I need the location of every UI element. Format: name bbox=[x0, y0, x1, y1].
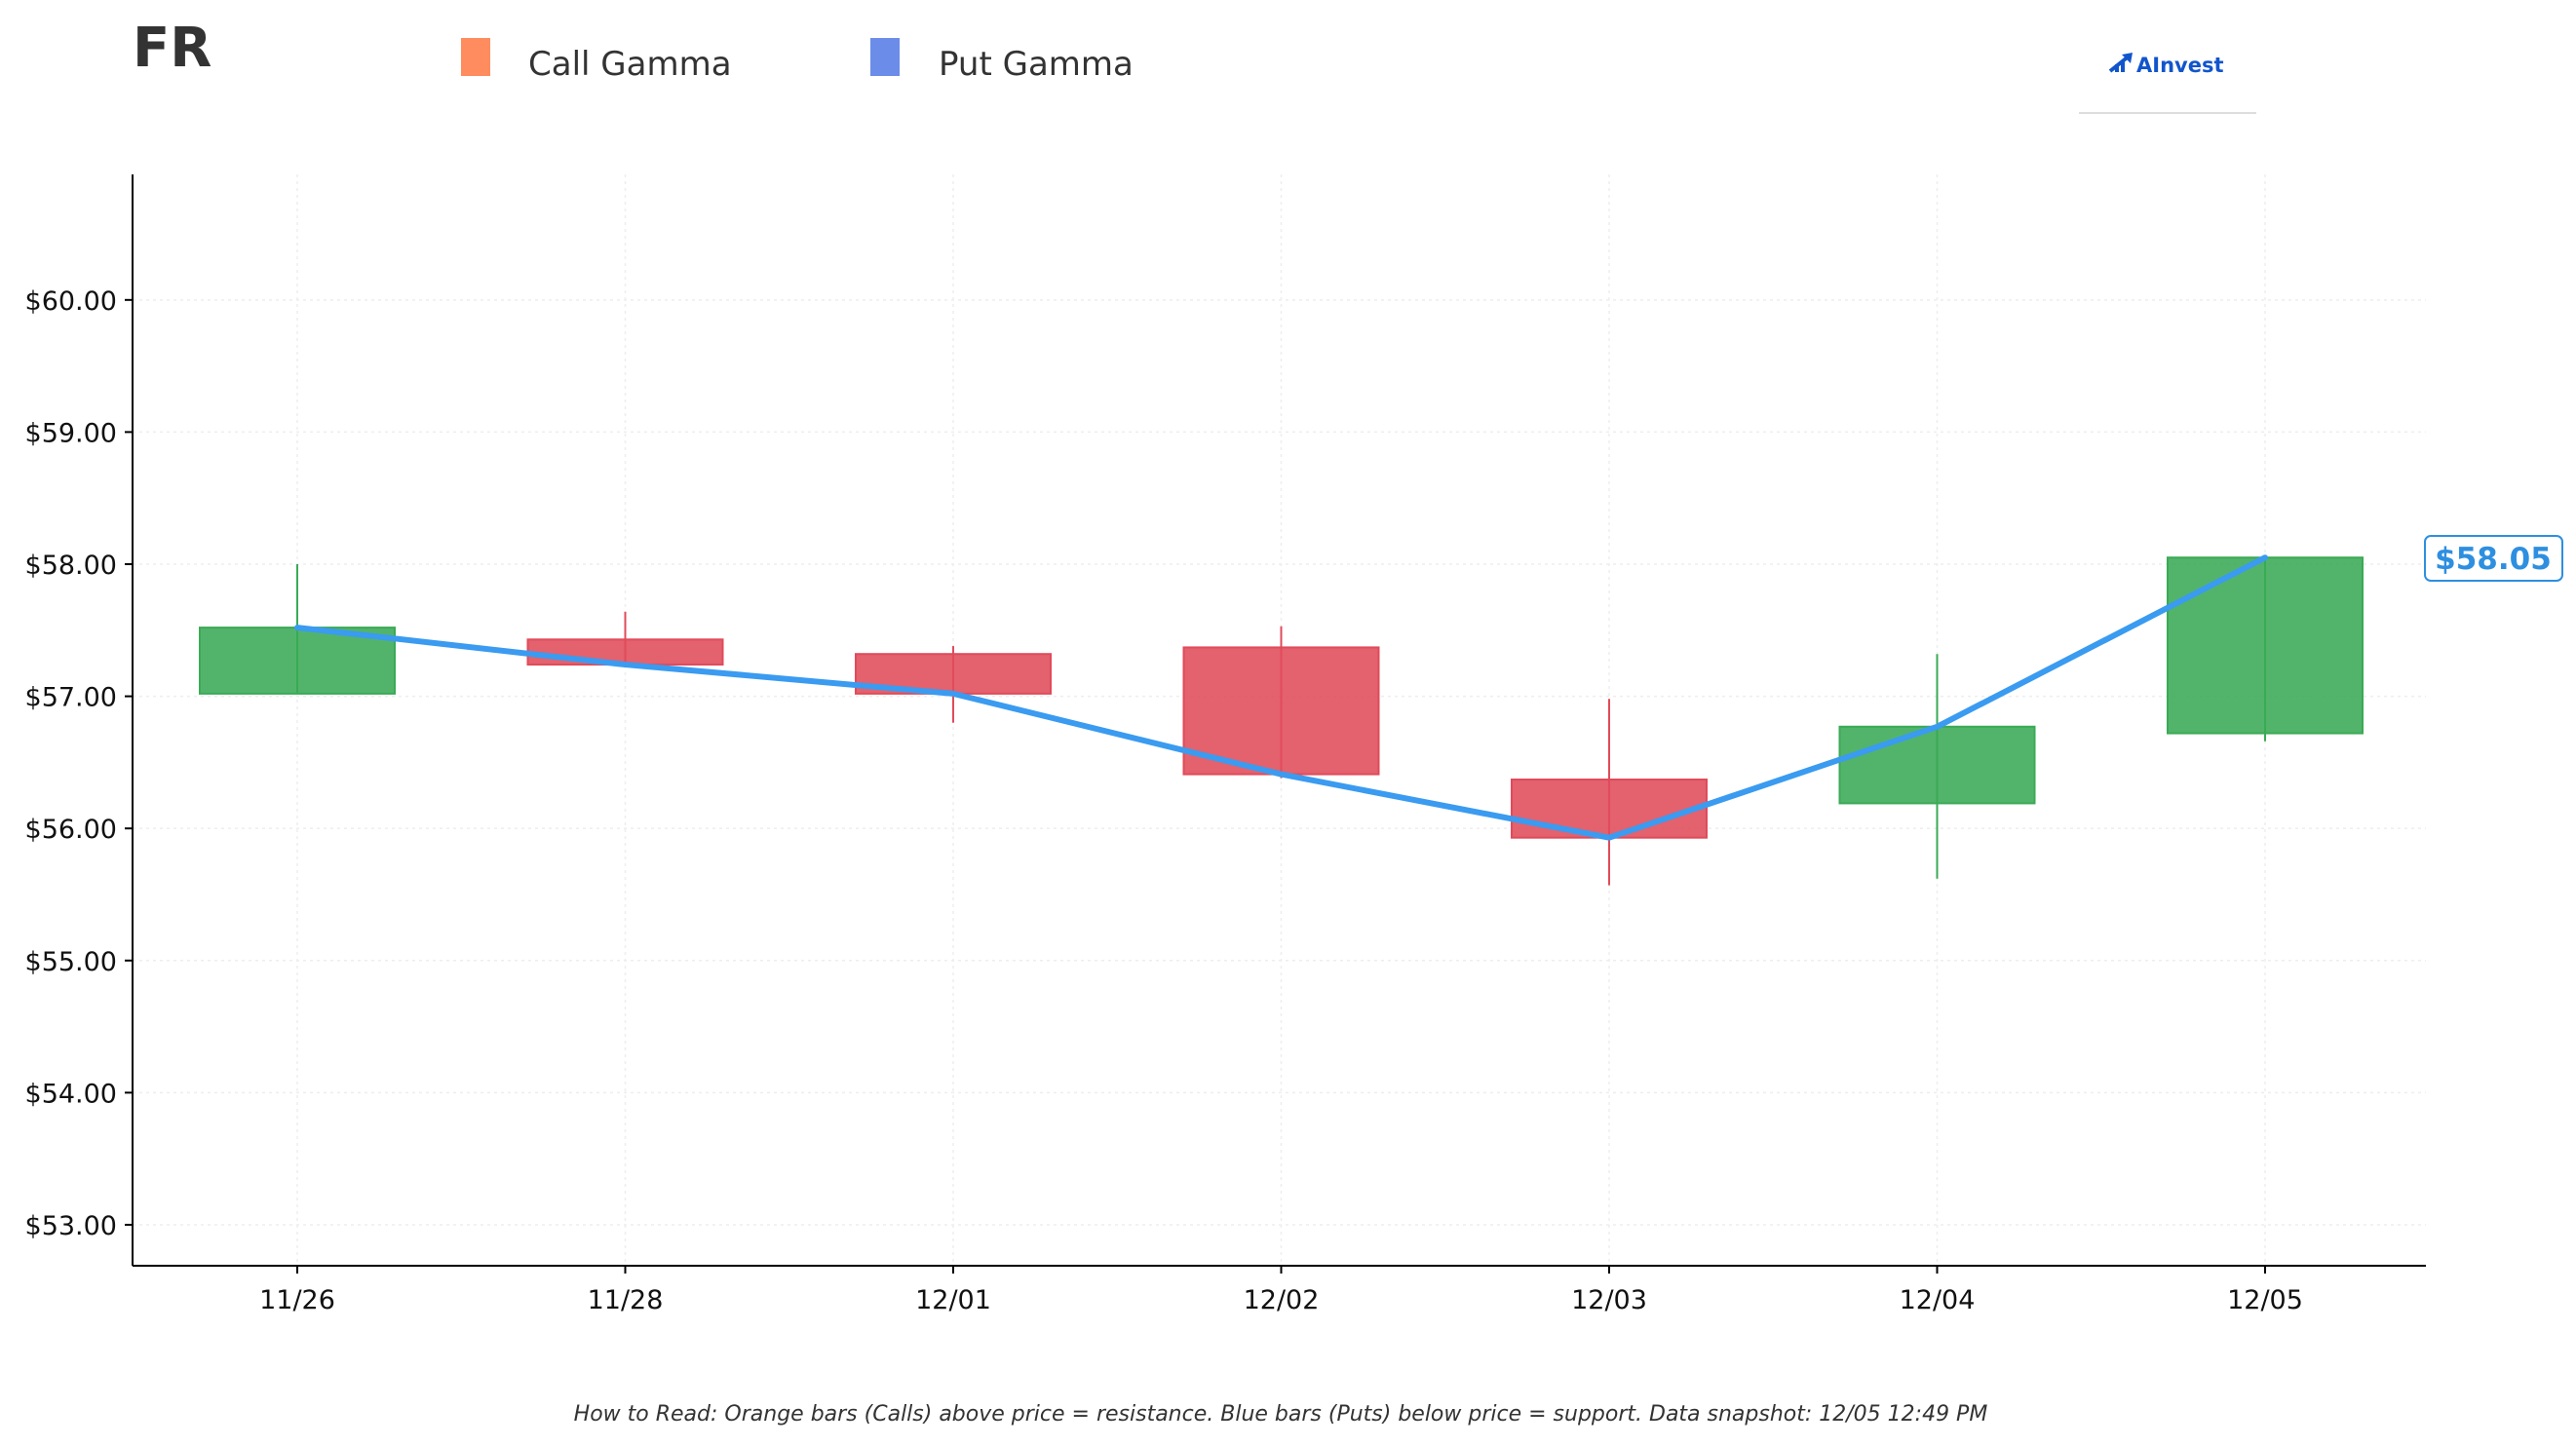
price-line-path bbox=[294, 554, 2268, 841]
ticker-title: FR bbox=[133, 17, 211, 80]
x-tick-label: 12/04 bbox=[1900, 1285, 1976, 1315]
y-tick-label: $60.00 bbox=[25, 286, 117, 317]
x-tick-label: 11/28 bbox=[588, 1285, 664, 1315]
y-tick-label: $55.00 bbox=[25, 947, 117, 977]
how-to-read-footnote: How to Read: Orange bars (Calls) above p… bbox=[574, 1402, 1988, 1427]
candle-body bbox=[1182, 646, 1380, 776]
y-tick-label: $53.00 bbox=[25, 1211, 117, 1241]
candle-body bbox=[1838, 725, 2036, 805]
call-gamma-swatch bbox=[461, 38, 490, 76]
x-tick-label: 12/01 bbox=[915, 1285, 991, 1315]
candle bbox=[199, 564, 396, 695]
candle bbox=[1182, 626, 1380, 779]
candle bbox=[2167, 556, 2364, 742]
ainvest-logo-icon bbox=[2108, 53, 2133, 73]
x-tick-label: 12/05 bbox=[2227, 1285, 2303, 1315]
legend: Call Gamma Put Gamma bbox=[461, 38, 1134, 84]
ainvest-logo-text: AInvest bbox=[2136, 54, 2224, 77]
ainvest-logo: AInvest bbox=[2079, 53, 2256, 114]
candle bbox=[1511, 699, 1708, 886]
x-axis: 11/26 11/28 12/01 12/02 12/03 12/04 12/05 bbox=[133, 1265, 2426, 1315]
put-gamma-swatch bbox=[870, 38, 900, 76]
candle-body bbox=[1511, 779, 1708, 839]
candles bbox=[199, 556, 2364, 886]
x-tick-label: 11/26 bbox=[259, 1285, 335, 1315]
candle bbox=[526, 611, 724, 666]
last-price-label: $58.05 bbox=[2435, 542, 2552, 577]
y-axis: $53.00 $54.00 $55.00 $56.00 $57.00 $58.00 $59.… bbox=[25, 174, 134, 1266]
candle-body bbox=[2167, 556, 2364, 735]
y-tick-label: $59.00 bbox=[25, 418, 117, 448]
put-gamma-legend-label: Put Gamma bbox=[939, 45, 1134, 84]
call-gamma-legend-label: Call Gamma bbox=[528, 45, 732, 84]
y-tick-label: $58.00 bbox=[25, 551, 117, 581]
candle-body bbox=[526, 638, 724, 666]
candle bbox=[1838, 654, 2036, 879]
y-tick-label: $56.00 bbox=[25, 815, 117, 845]
x-tick-label: 12/02 bbox=[1244, 1285, 1320, 1315]
price-line bbox=[294, 554, 2268, 841]
y-tick-label: $54.00 bbox=[25, 1079, 117, 1109]
x-tick-label: 12/03 bbox=[1571, 1285, 1647, 1315]
candle-body bbox=[199, 627, 396, 695]
last-price-badge: $58.05 bbox=[2424, 535, 2563, 582]
y-tick-label: $57.00 bbox=[25, 683, 117, 713]
